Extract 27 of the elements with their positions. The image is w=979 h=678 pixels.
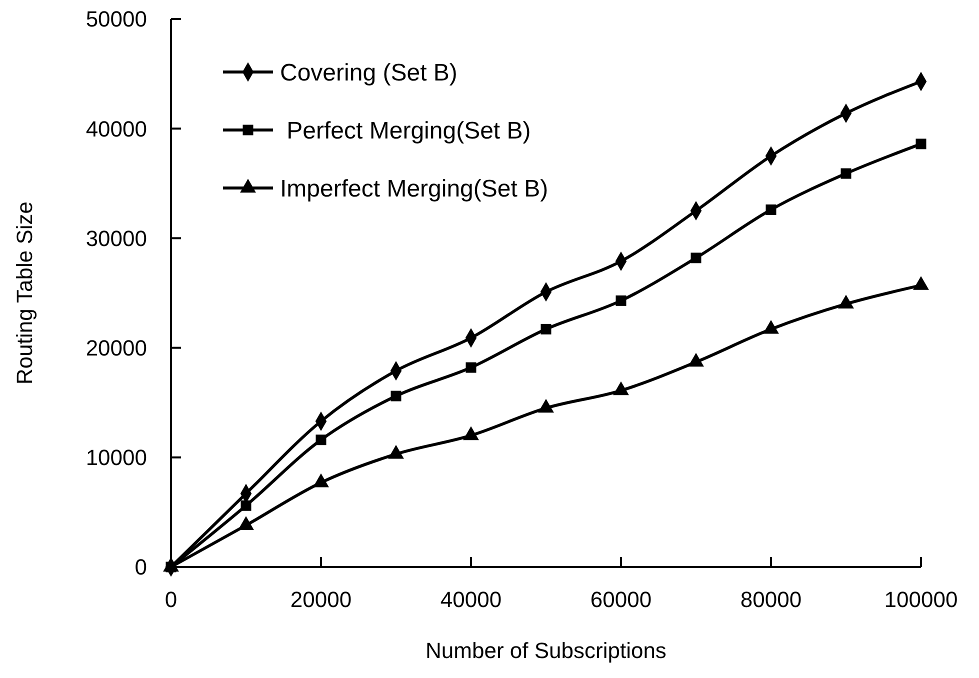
point <box>240 500 252 511</box>
legend-label: Covering (Set B) <box>280 59 458 86</box>
x-tick-label: 80000 <box>740 587 802 612</box>
x-tick-label: 100000 <box>884 587 958 612</box>
y-tick-label: 20000 <box>86 336 147 360</box>
point <box>316 434 326 446</box>
y-tick-label: 50000 <box>86 6 147 32</box>
point <box>840 168 852 179</box>
y-tick-label: 0 <box>134 554 147 580</box>
point <box>690 252 702 264</box>
x-axis-title: Number of Subscriptions <box>426 638 666 663</box>
point <box>916 138 926 150</box>
legend-label: Imperfect Merging(Set B) <box>280 175 548 202</box>
y-tick-label: 10000 <box>86 445 147 470</box>
point <box>540 324 552 334</box>
y-axis-title: Routing Table Size <box>12 201 37 385</box>
x-tick-label: 60000 <box>590 587 652 612</box>
point <box>616 295 626 306</box>
y-tick-label: 30000 <box>86 226 147 251</box>
point <box>390 390 402 402</box>
x-tick-label: 0 <box>164 587 178 612</box>
x-tick-label: 40000 <box>440 587 502 612</box>
point <box>766 204 776 215</box>
point <box>466 362 476 373</box>
legend-label: Perfect Merging(Set B) <box>280 117 531 144</box>
x-tick-label: 20000 <box>290 587 352 612</box>
y-tick-label: 40000 <box>86 116 147 142</box>
